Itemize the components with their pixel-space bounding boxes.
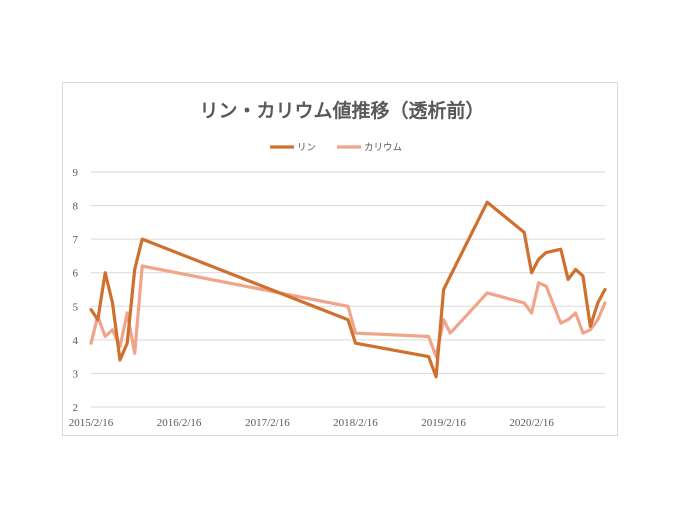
y-tick-label: 2: [73, 402, 79, 414]
legend: リン カリウム: [270, 143, 402, 154]
x-tick-label: 2019/2/16: [421, 417, 466, 429]
legend-label: カリウム: [364, 143, 402, 154]
series-group: [89, 200, 607, 379]
chart-svg: リン・カリウム値推移（透析前） リン カリウム 2 3 4 5 6 7 8 9 2015/2/1…: [69, 99, 607, 429]
x-axis-ticks: 2015/2/16 2016/2/16 2017/2/16 2018/2/16 2019…: [69, 417, 555, 429]
series-line: [89, 264, 607, 359]
x-tick-label: 2018/2/16: [333, 417, 378, 429]
x-tick-label: 2017/2/16: [245, 417, 290, 429]
gridlines: [91, 171, 605, 408]
legend-label: リン: [297, 143, 316, 154]
x-tick-label: 2016/2/16: [157, 417, 202, 429]
chart-frame: リン・カリウム値推移（透析前） リン カリウム 2 3 4 5 6 7 8 9 2015/2/1…: [62, 82, 618, 436]
y-tick-label: 7: [73, 234, 79, 246]
y-tick-label: 8: [73, 201, 79, 213]
y-axis-ticks: 2 3 4 5 6 7 8 9: [73, 167, 79, 414]
y-tick-label: 3: [73, 368, 79, 380]
chart-title: リン・カリウム値推移（透析前）: [199, 99, 484, 122]
x-tick-label: 2015/2/16: [69, 417, 114, 429]
x-tick-label: 2020/2/16: [509, 417, 554, 429]
series-line: [89, 200, 607, 379]
y-tick-label: 9: [73, 167, 79, 179]
y-tick-label: 4: [73, 335, 79, 347]
y-tick-label: 6: [73, 268, 79, 280]
y-tick-label: 5: [73, 301, 79, 313]
